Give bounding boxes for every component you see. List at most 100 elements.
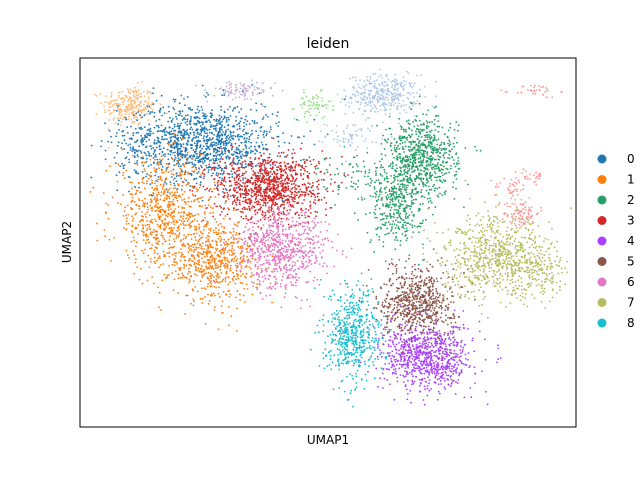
data-point	[343, 98, 346, 101]
data-point	[366, 231, 369, 234]
data-point	[173, 238, 175, 240]
data-point	[99, 102, 102, 104]
data-point	[324, 136, 326, 139]
data-point	[152, 103, 155, 106]
data-point	[193, 163, 196, 166]
series-extra-1-points	[318, 68, 438, 163]
data-point	[225, 157, 228, 160]
data-point	[118, 112, 120, 115]
data-point	[432, 166, 435, 169]
data-point	[444, 172, 446, 175]
data-point	[169, 116, 171, 119]
data-point	[385, 203, 388, 205]
data-point	[171, 272, 174, 274]
data-point	[398, 259, 401, 261]
data-point	[514, 209, 517, 212]
data-point	[430, 141, 433, 144]
data-point	[354, 188, 357, 191]
data-point	[508, 185, 511, 188]
data-point	[169, 246, 172, 249]
data-point	[231, 173, 234, 176]
data-point	[349, 96, 352, 98]
data-point	[355, 130, 358, 133]
data-point	[229, 195, 232, 197]
data-point	[377, 195, 380, 198]
data-point	[440, 149, 443, 152]
data-point	[204, 322, 207, 325]
data-point	[191, 166, 194, 169]
data-point	[293, 117, 296, 120]
data-point	[155, 168, 158, 171]
data-point	[507, 189, 510, 191]
data-point	[524, 206, 527, 209]
data-point	[368, 80, 370, 83]
data-point	[216, 181, 219, 184]
data-point	[225, 85, 228, 88]
data-point	[245, 165, 248, 168]
data-point	[430, 164, 432, 166]
data-point	[308, 183, 311, 185]
data-point	[398, 147, 401, 150]
data-point	[404, 230, 407, 233]
data-point	[378, 239, 381, 241]
data-point	[361, 99, 364, 101]
data-point	[142, 228, 144, 230]
data-point	[392, 220, 395, 223]
data-point	[242, 177, 245, 180]
data-point	[423, 170, 426, 173]
data-point	[174, 146, 176, 148]
data-point	[210, 282, 213, 285]
data-point	[178, 194, 181, 197]
data-point	[390, 163, 392, 165]
data-point	[240, 267, 243, 270]
data-point	[130, 118, 133, 121]
data-point	[427, 134, 429, 136]
data-point	[184, 201, 187, 204]
data-point	[191, 186, 194, 189]
data-point	[155, 201, 157, 204]
data-point	[393, 205, 396, 208]
data-point	[191, 170, 194, 173]
data-point	[385, 140, 387, 142]
data-point	[397, 145, 399, 147]
data-point	[168, 274, 170, 276]
data-point	[201, 232, 204, 235]
data-point	[128, 158, 131, 161]
data-point	[271, 113, 274, 115]
data-point	[392, 104, 395, 107]
data-point	[431, 148, 434, 151]
data-point	[226, 245, 229, 247]
data-point	[198, 226, 201, 229]
data-point	[197, 136, 200, 139]
data-point	[190, 302, 192, 305]
data-point	[214, 218, 217, 221]
data-point	[535, 171, 537, 174]
data-point	[240, 117, 243, 120]
data-point	[520, 91, 523, 94]
data-point	[145, 108, 147, 110]
data-point	[198, 140, 201, 143]
data-point	[269, 126, 272, 128]
data-point	[409, 177, 412, 180]
data-point	[195, 168, 198, 171]
data-point	[400, 183, 402, 186]
data-point	[182, 224, 185, 227]
data-point	[374, 196, 377, 198]
data-point	[175, 112, 177, 115]
data-point	[538, 89, 541, 92]
data-point	[224, 180, 227, 183]
data-point	[197, 254, 200, 257]
data-point	[412, 164, 414, 167]
data-point	[347, 101, 350, 104]
data-point	[199, 132, 202, 135]
data-point	[385, 177, 388, 180]
data-point	[250, 150, 252, 152]
data-point	[517, 212, 519, 215]
data-point	[170, 133, 173, 136]
data-point	[422, 142, 424, 144]
data-point	[410, 108, 413, 111]
data-point	[144, 106, 146, 109]
data-point	[175, 180, 178, 183]
data-point	[251, 274, 254, 277]
data-point	[396, 239, 399, 242]
